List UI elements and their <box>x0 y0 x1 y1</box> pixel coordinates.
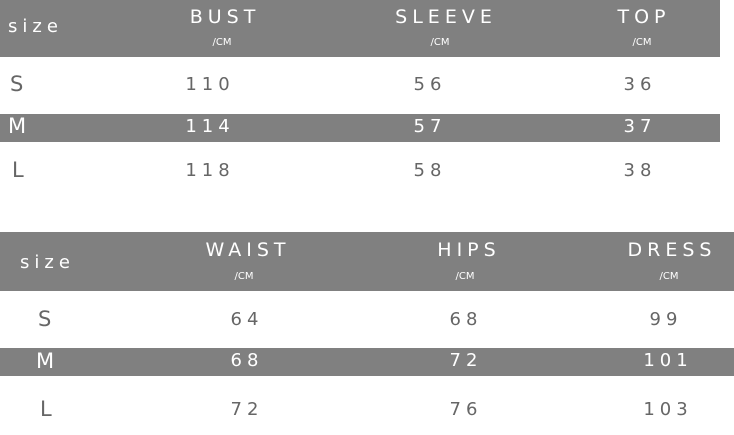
table2-cell: 72 <box>230 399 264 420</box>
table1-cell: 38 <box>623 160 657 181</box>
table1-row-size: L <box>12 158 24 182</box>
table2-col-waist-unit: /CM <box>234 271 254 282</box>
table1-col-bust: BUST <box>189 6 261 28</box>
table2-cell: 76 <box>449 399 483 420</box>
table2-cell: 99 <box>649 309 683 330</box>
table2-cell: 64 <box>230 309 264 330</box>
table1-col-top-unit: /CM <box>632 37 652 48</box>
table1-cell: 110 <box>185 74 235 95</box>
table2-col-dress: DRESS <box>627 239 717 261</box>
table2-cell: 101 <box>643 350 693 371</box>
table2-cell: 68 <box>230 350 264 371</box>
table1-header <box>0 0 720 57</box>
table1-row-size: S <box>10 72 24 96</box>
table1-highlight-row <box>0 114 720 142</box>
table1-col-bust-unit: /CM <box>212 37 232 48</box>
table2-col-dress-unit: /CM <box>659 271 679 282</box>
table2-col-hips-unit: /CM <box>455 271 475 282</box>
table2-row-size: S <box>38 307 52 331</box>
table2-cell: 103 <box>643 399 693 420</box>
table2-highlight-row <box>0 348 734 376</box>
table2-size-label: size <box>20 252 75 273</box>
table2-row-size: L <box>40 397 52 421</box>
table1-col-sleeve: SLEEVE <box>395 6 497 28</box>
table1-col-top: TOP <box>617 6 671 28</box>
table1-size-label: size <box>8 16 63 37</box>
table2-cell: 68 <box>449 309 483 330</box>
table1-cell: 56 <box>413 74 447 95</box>
table1-row-size: M <box>8 114 27 138</box>
table1-cell: 118 <box>185 160 235 181</box>
table2-col-hips: HIPS <box>437 239 501 261</box>
table1-cell: 57 <box>413 116 447 137</box>
table2-row-size: M <box>36 349 55 373</box>
table1-cell: 114 <box>185 116 235 137</box>
table2-header <box>0 232 734 291</box>
table1-col-sleeve-unit: /CM <box>430 37 450 48</box>
table1-cell: 58 <box>413 160 447 181</box>
table1-cell: 36 <box>623 74 657 95</box>
table1-cell: 37 <box>623 116 657 137</box>
table2-col-waist: WAIST <box>205 239 291 261</box>
table2-cell: 72 <box>449 350 483 371</box>
